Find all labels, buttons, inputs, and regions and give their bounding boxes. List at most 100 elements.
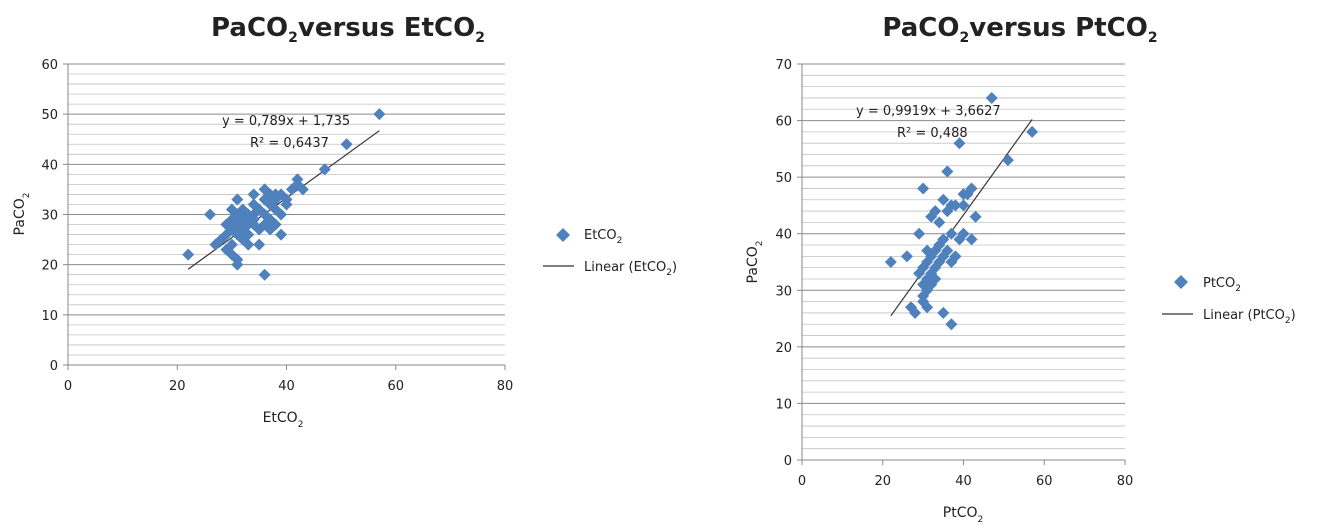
y-tick-label: 30 bbox=[41, 209, 58, 224]
y-tick-label: 20 bbox=[41, 259, 58, 274]
data-point bbox=[941, 244, 954, 257]
data-point bbox=[204, 208, 217, 221]
y-tick-label: 0 bbox=[784, 454, 792, 469]
data-point bbox=[921, 301, 934, 314]
trendline-r-squared: R² = 0,488 bbox=[897, 126, 968, 141]
data-point bbox=[318, 163, 331, 176]
data-point bbox=[933, 216, 946, 229]
data-point bbox=[340, 138, 353, 151]
data-point bbox=[953, 137, 966, 150]
x-tick-label: 0 bbox=[798, 474, 806, 489]
data-point bbox=[929, 205, 942, 218]
y-tick-label: 10 bbox=[775, 397, 792, 412]
trendline-equation: y = 0,9919x + 3,6627 bbox=[856, 104, 1001, 119]
data-point bbox=[965, 182, 978, 195]
data-point bbox=[275, 228, 288, 241]
data-points bbox=[182, 108, 386, 281]
trendline-equation: y = 0,789x + 1,735 bbox=[222, 114, 350, 129]
data-point bbox=[280, 198, 293, 211]
data-point bbox=[945, 318, 958, 331]
trendline-r-squared: R² = 0,6437 bbox=[250, 136, 329, 151]
y-tick-label: 60 bbox=[41, 58, 58, 73]
x-tick-label: 20 bbox=[874, 474, 891, 489]
data-point bbox=[231, 193, 244, 206]
gridlines bbox=[802, 63, 1125, 450]
legend-line-label: Linear (EtCO2) bbox=[584, 260, 677, 278]
legend-marker-label: EtCO2 bbox=[584, 228, 622, 246]
y-tick-label: 50 bbox=[775, 171, 792, 186]
chart-paco2-vs-etco2: PaCO2versus EtCO2 0 10 20 30 40 50 60 0 20 40 60 80… bbox=[12, 13, 677, 430]
axes bbox=[797, 63, 1126, 465]
chart-title: PaCO2versus EtCO2 bbox=[211, 13, 485, 46]
y-axis-title: PaCO2 bbox=[12, 193, 32, 236]
data-point bbox=[985, 91, 998, 104]
x-tick-label: 60 bbox=[1036, 474, 1053, 489]
y-tick-label: 10 bbox=[41, 309, 58, 324]
data-point bbox=[937, 193, 950, 206]
x-tick-label: 40 bbox=[278, 379, 295, 394]
data-point bbox=[296, 183, 309, 196]
data-point bbox=[957, 227, 970, 240]
y-axis-title: PaCO2 bbox=[745, 241, 765, 284]
data-point bbox=[929, 272, 942, 285]
y-tick-label: 0 bbox=[50, 359, 58, 374]
x-tick-label: 40 bbox=[955, 474, 972, 489]
data-point bbox=[969, 210, 982, 223]
tick-labels: 0 10 20 30 40 50 60 70 0 20 40 60 80 bbox=[775, 58, 1133, 489]
tick-labels: 0 10 20 30 40 50 60 0 20 40 60 80 bbox=[41, 58, 513, 394]
data-point bbox=[275, 208, 288, 221]
chart-paco2-vs-ptco2: PaCO2versus PtCO2 0 10 20 30 40 50 60 70 0 20 40 60… bbox=[745, 13, 1296, 525]
data-point bbox=[182, 248, 195, 261]
data-point bbox=[231, 258, 244, 271]
data-point bbox=[965, 233, 978, 246]
data-point bbox=[900, 250, 913, 263]
x-axis-title: EtCO2 bbox=[263, 410, 304, 430]
y-tick-label: 40 bbox=[41, 158, 58, 173]
data-point bbox=[909, 306, 922, 319]
legend-line-label: Linear (PtCO2) bbox=[1203, 308, 1296, 326]
legend: PtCO2 Linear (PtCO2) bbox=[1162, 275, 1296, 326]
data-point bbox=[242, 238, 255, 251]
data-point bbox=[941, 165, 954, 178]
legend: EtCO2 Linear (EtCO2) bbox=[543, 228, 677, 278]
data-point bbox=[957, 199, 970, 212]
axes bbox=[63, 63, 506, 370]
data-point bbox=[913, 227, 926, 240]
data-point bbox=[258, 268, 271, 281]
y-tick-label: 20 bbox=[775, 341, 792, 356]
chart-title: PaCO2versus PtCO2 bbox=[882, 13, 1157, 46]
data-point bbox=[225, 238, 238, 251]
data-point bbox=[247, 213, 260, 226]
data-point bbox=[373, 108, 386, 121]
y-tick-label: 30 bbox=[775, 284, 792, 299]
x-tick-label: 20 bbox=[169, 379, 186, 394]
legend-marker-icon bbox=[1174, 275, 1188, 289]
x-tick-label: 60 bbox=[387, 379, 404, 394]
y-tick-label: 50 bbox=[41, 108, 58, 123]
data-point bbox=[917, 182, 930, 195]
x-axis-title: PtCO2 bbox=[943, 505, 983, 525]
trendline bbox=[890, 119, 1033, 317]
data-point bbox=[949, 250, 962, 263]
legend-marker-label: PtCO2 bbox=[1203, 276, 1241, 294]
x-tick-label: 0 bbox=[64, 379, 72, 394]
x-tick-label: 80 bbox=[1117, 474, 1134, 489]
x-tick-label: 80 bbox=[497, 379, 514, 394]
data-point bbox=[937, 250, 950, 263]
data-point bbox=[884, 256, 897, 268]
y-tick-label: 60 bbox=[775, 115, 792, 130]
y-tick-label: 70 bbox=[775, 58, 792, 73]
legend-marker-icon bbox=[556, 228, 570, 242]
data-point bbox=[949, 199, 962, 212]
data-points bbox=[884, 91, 1039, 331]
data-point bbox=[269, 218, 282, 231]
data-point bbox=[945, 227, 958, 240]
data-point bbox=[253, 238, 266, 251]
data-point bbox=[242, 228, 255, 241]
data-point bbox=[1026, 125, 1039, 138]
data-point bbox=[937, 233, 950, 246]
data-point bbox=[925, 250, 938, 263]
data-point bbox=[937, 306, 950, 319]
data-point bbox=[1001, 154, 1014, 167]
